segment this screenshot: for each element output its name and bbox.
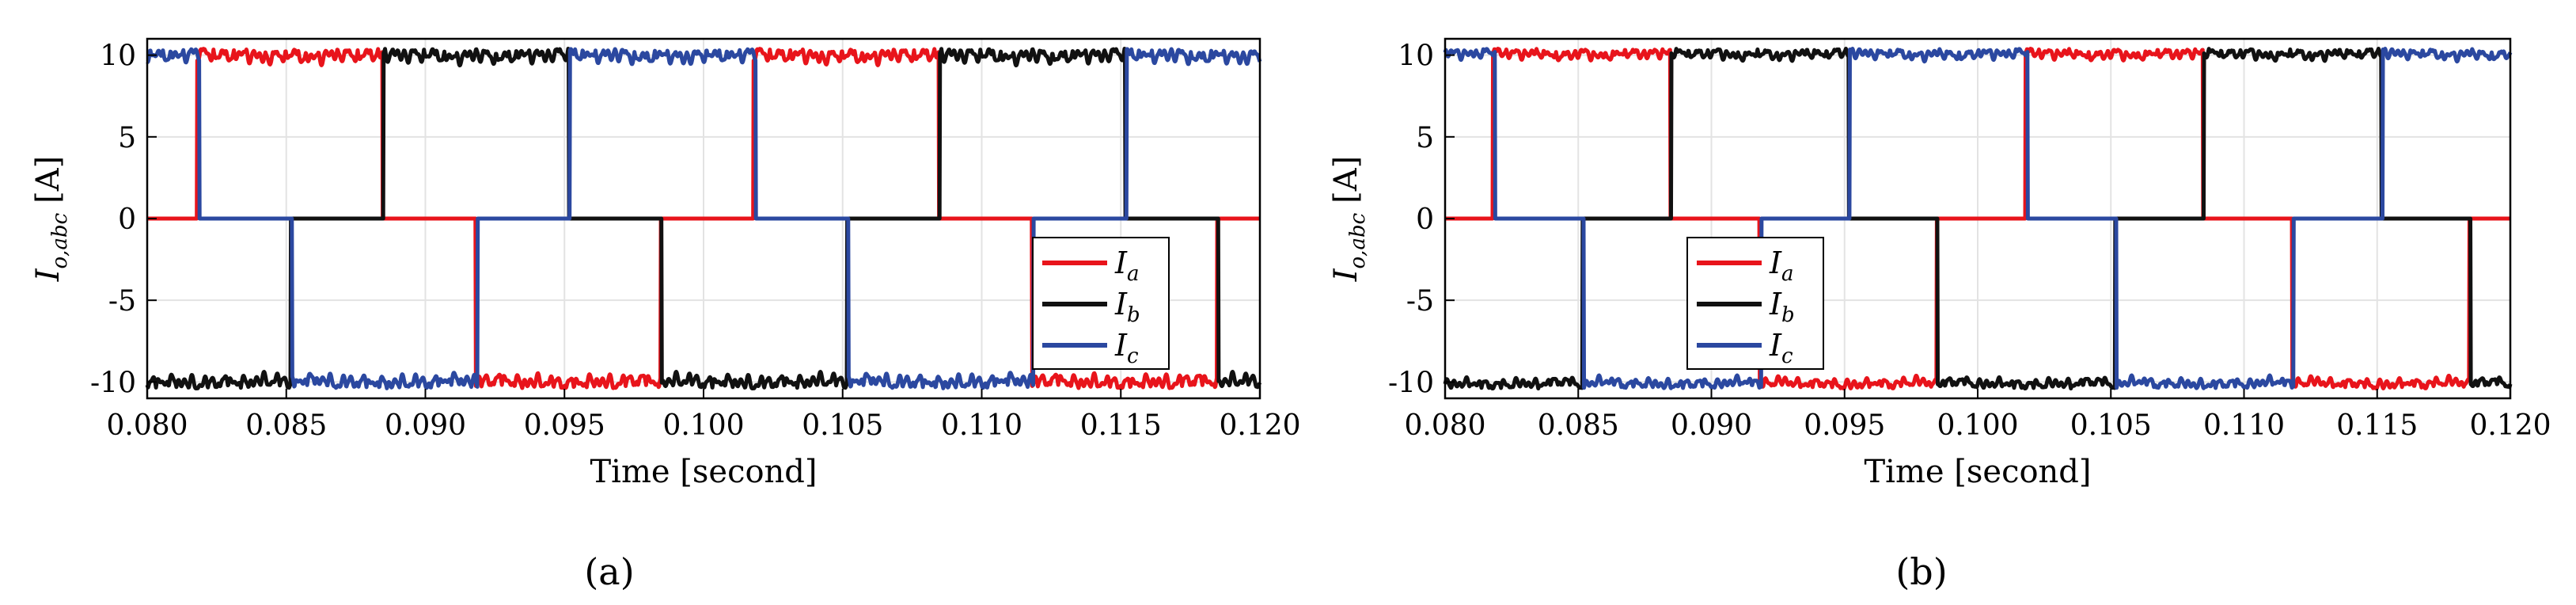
y-tick-label: 0 xyxy=(1416,204,1434,236)
x-axis-label: Time [second] xyxy=(1864,454,2091,490)
series-line-b xyxy=(1443,47,2513,391)
legend-label-c: Ic xyxy=(1769,328,1793,368)
chart-panel-b: 0.080 0.085 0.090 0.095 0.100 0.105 0.110 0.115… xyxy=(1328,37,2551,593)
chart-panel-a: 0.080 0.085 0.090 0.095 0.100 0.105 0.110 0.115… xyxy=(30,37,1301,593)
x-tick-label: 0.115 xyxy=(1080,409,1162,442)
legend-label-a: Ia xyxy=(1769,245,1794,286)
y-axis-label: Io,abc [A] xyxy=(1328,156,1370,283)
series-line-b xyxy=(145,47,1262,391)
y-tick-label: -10 xyxy=(1388,367,1434,399)
x-tick-label: 0.110 xyxy=(2203,409,2285,442)
panel-caption: (a) xyxy=(584,550,634,593)
x-tick-label: 0.110 xyxy=(941,409,1022,442)
x-tick-label: 0.100 xyxy=(1937,409,2018,442)
y-axis-label-unit: [A] xyxy=(30,156,66,204)
x-tick-label: 0.100 xyxy=(662,409,744,442)
series-line-c xyxy=(146,47,1262,390)
y-tick-label: -5 xyxy=(1406,285,1434,318)
y-axis-label-symbol: I xyxy=(1328,268,1364,282)
x-tick-label: 0.105 xyxy=(802,409,883,442)
x-tick-label: 0.090 xyxy=(1671,409,1752,442)
x-tick-label: 0.095 xyxy=(524,409,605,442)
x-tick-label: 0.090 xyxy=(385,409,466,442)
y-tick-label: 10 xyxy=(1398,40,1434,73)
y-axis-label-subscript: o,abc xyxy=(1346,212,1370,268)
y-tick-label: 5 xyxy=(118,122,136,154)
series-line-a xyxy=(1444,47,2512,390)
panel-caption: (b) xyxy=(1895,550,1947,593)
x-tick-label: 0.105 xyxy=(2070,409,2152,442)
y-axis-label-subscript: o,abc xyxy=(48,212,72,268)
x-tick-label: 0.120 xyxy=(1219,409,1300,442)
y-tick-label: 0 xyxy=(118,204,136,236)
y-tick-label: 5 xyxy=(1416,122,1434,154)
y-axis-label: Io,abc [A] xyxy=(30,156,72,283)
x-tick-label: 0.085 xyxy=(1538,409,1619,442)
y-tick-label: 10 xyxy=(100,40,136,73)
legend-label-b: Ib xyxy=(1114,287,1140,327)
legend-label-b: Ib xyxy=(1769,287,1795,327)
legend-label-a: Ia xyxy=(1114,245,1140,286)
x-tick-label: 0.085 xyxy=(245,409,327,442)
y-tick-label: -10 xyxy=(90,367,136,399)
x-tick-label: 0.080 xyxy=(1404,409,1485,442)
x-tick-label: 0.080 xyxy=(106,409,188,442)
y-axis-label-unit: [A] xyxy=(1328,156,1364,204)
legend-label-c: Ic xyxy=(1114,328,1139,368)
x-tick-label: 0.095 xyxy=(1804,409,1885,442)
x-axis-label: Time [second] xyxy=(590,454,817,490)
x-tick-label: 0.120 xyxy=(2469,409,2551,442)
y-axis-label-symbol: I xyxy=(30,268,66,282)
series-line-a xyxy=(146,47,1261,390)
series-line-c xyxy=(1443,47,2513,390)
y-tick-label: -5 xyxy=(108,285,136,318)
x-tick-label: 0.115 xyxy=(2336,409,2418,442)
